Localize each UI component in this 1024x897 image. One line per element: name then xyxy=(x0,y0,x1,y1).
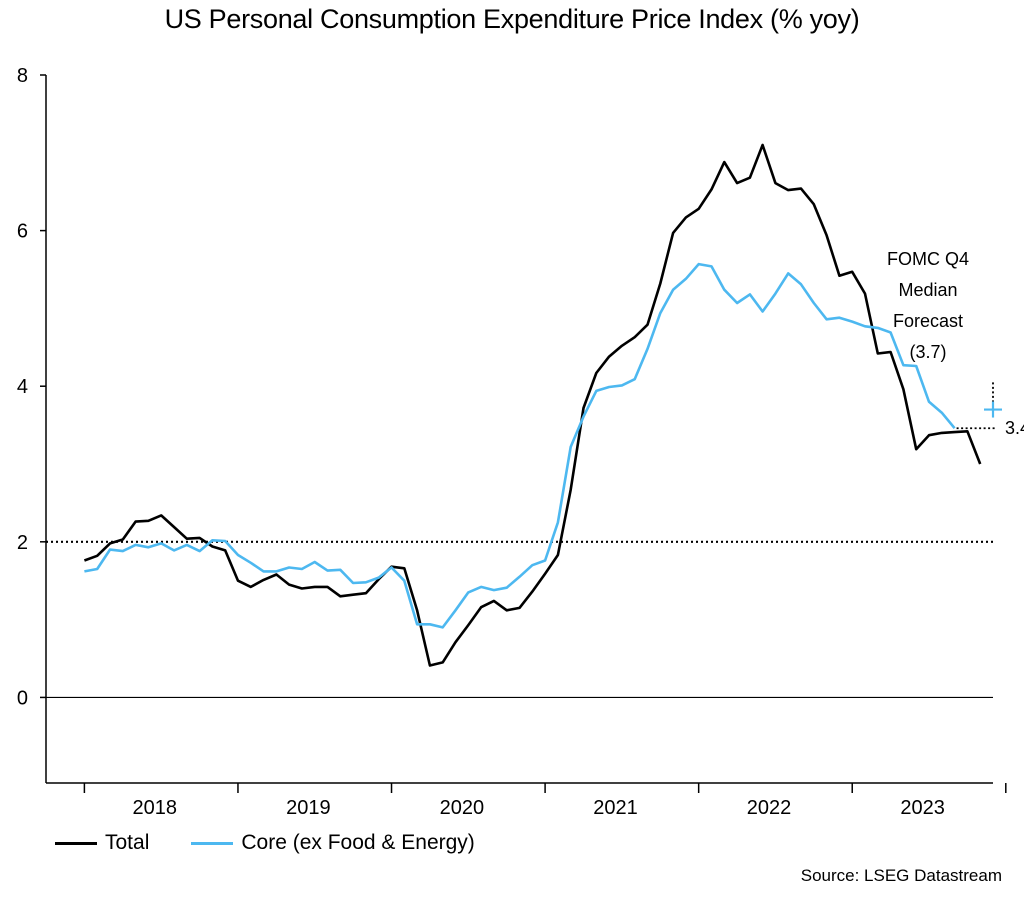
chart-title: US Personal Consumption Expenditure Pric… xyxy=(164,4,860,34)
x-tick-label: 2022 xyxy=(747,797,792,819)
annotations: FOMC Q4 Median Forecast (3.7) 3.46 xyxy=(887,249,1024,438)
forecast-annotation-line: Forecast xyxy=(893,311,963,331)
legend-item-total: Total xyxy=(55,831,149,855)
source-note: Source: LSEG Datastream xyxy=(800,866,1002,885)
x-tick-label: 2021 xyxy=(593,797,638,819)
y-tick-label: 2 xyxy=(17,532,28,554)
y-tick-label: 8 xyxy=(17,65,28,87)
series-line-core xyxy=(84,262,956,629)
x-tick-label: 2018 xyxy=(133,797,178,819)
x-tick-label: 2020 xyxy=(440,797,485,819)
forecast-annotation-line: (3.7) xyxy=(909,342,946,362)
y-tick-label: 4 xyxy=(17,376,28,398)
legend: Total Core (ex Food & Energy) xyxy=(55,831,517,855)
latest-core-label: 3.46 xyxy=(1005,418,1024,438)
legend-label-core: Core (ex Food & Energy) xyxy=(241,831,475,854)
forecast-annotation-line: FOMC Q4 xyxy=(887,249,969,269)
series-line-total xyxy=(83,143,982,667)
forecast-annotation-line: Median xyxy=(898,280,957,300)
legend-label-total: Total xyxy=(105,831,150,854)
legend-item-core: Core (ex Food & Energy) xyxy=(191,831,475,855)
legend-swatch-total xyxy=(55,841,97,845)
x-tick-label: 2019 xyxy=(286,797,331,819)
x-tick-label: 2023 xyxy=(900,797,945,819)
series-layer xyxy=(83,143,982,667)
y-tick-label: 0 xyxy=(17,687,28,709)
axes: 0 2 4 6 8 2018 2019 2020 2021 2022 2023 xyxy=(17,65,1007,819)
legend-swatch-core xyxy=(191,841,234,845)
y-tick-label: 6 xyxy=(17,221,28,243)
